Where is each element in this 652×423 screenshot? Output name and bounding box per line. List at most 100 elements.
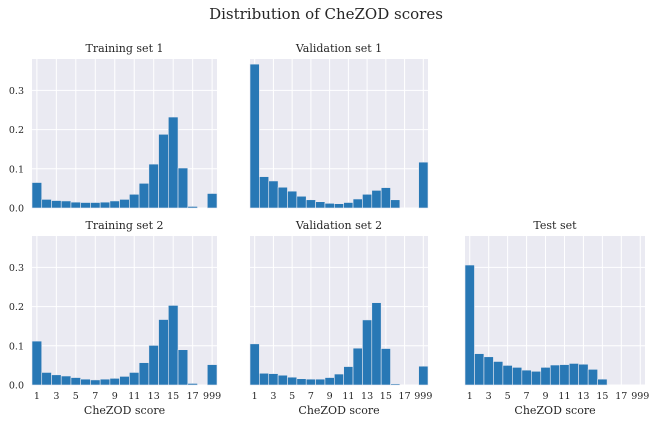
bar — [343, 202, 354, 209]
x-tick-label: 7 — [308, 391, 314, 402]
bar — [305, 378, 316, 386]
bar — [177, 349, 189, 386]
x-tick-label: 999 — [631, 391, 649, 402]
bar — [343, 366, 354, 386]
bar — [587, 369, 598, 386]
bar — [371, 302, 382, 386]
panel-1: 0.0 0.1 0.2 0.3 Training set 1 — [9, 42, 218, 215]
bar — [109, 200, 120, 209]
bar — [206, 193, 218, 209]
bar — [187, 383, 198, 386]
x-tick-label: 9 — [327, 391, 333, 402]
y-tick-label: 0.0 — [9, 381, 24, 392]
x-tick-label: 3 — [270, 391, 276, 402]
bar — [60, 200, 72, 209]
panel-background — [465, 236, 645, 385]
bar — [540, 367, 551, 386]
bar — [60, 375, 72, 386]
bar — [158, 319, 169, 386]
bar — [249, 343, 260, 386]
bar — [380, 187, 391, 209]
bar — [31, 340, 43, 386]
bar — [324, 377, 335, 386]
bar — [277, 186, 288, 209]
y-tick-label: 0.2 — [9, 125, 24, 136]
x-tick-label: 1 — [34, 391, 40, 402]
x-tick-label: 17 — [399, 391, 411, 402]
bar — [418, 365, 429, 386]
bar — [148, 163, 159, 209]
bar — [521, 369, 532, 386]
x-tick-label: 7 — [524, 391, 530, 402]
panel-background — [32, 59, 217, 208]
x-tick-label: 5 — [73, 391, 79, 402]
bar — [287, 190, 298, 209]
bar — [90, 379, 101, 386]
x-tick-label: 15 — [380, 391, 392, 402]
x-tick-label: 17 — [615, 391, 627, 402]
bar — [80, 378, 91, 386]
x-tick-label: 15 — [167, 391, 179, 402]
panel-background — [250, 59, 428, 208]
bar — [168, 116, 179, 209]
bar — [568, 363, 579, 386]
y-tick-label: 0.1 — [9, 164, 24, 175]
bar — [352, 198, 363, 209]
bar — [324, 202, 335, 209]
bar — [483, 356, 494, 386]
x-axis-label: CheZOD score — [84, 404, 165, 417]
bar — [129, 193, 140, 209]
bar — [362, 193, 373, 209]
bar — [268, 180, 279, 209]
x-tick-label: 13 — [361, 391, 373, 402]
x-tick-label: 999 — [414, 391, 432, 402]
x-tick-label: 11 — [342, 391, 354, 402]
x-tick-label: 11 — [558, 391, 570, 402]
panel-title: Validation set 2 — [295, 219, 382, 232]
bar — [138, 182, 150, 209]
bar — [352, 347, 363, 386]
bar — [119, 199, 130, 209]
x-tick-label: 11 — [128, 391, 140, 402]
bar — [512, 367, 523, 386]
bar — [158, 133, 169, 209]
y-tick-label: 0.1 — [9, 341, 24, 352]
bar — [109, 378, 120, 386]
bar — [129, 372, 140, 386]
bar — [531, 370, 542, 386]
bar — [138, 362, 150, 386]
x-axis-label: CheZOD score — [514, 404, 595, 417]
bar — [41, 372, 52, 386]
panel-title: Validation set 1 — [295, 42, 382, 55]
x-tick-label: 3 — [53, 391, 59, 402]
x-tick-label: 15 — [596, 391, 608, 402]
bar — [464, 264, 475, 386]
bar — [296, 378, 307, 386]
bar — [90, 202, 101, 209]
x-tick-label: 3 — [486, 391, 492, 402]
bar — [51, 200, 62, 209]
bar — [70, 377, 81, 386]
x-tick-label: 5 — [289, 391, 295, 402]
bar — [148, 345, 159, 386]
bar — [119, 376, 130, 386]
bar — [277, 374, 288, 386]
bar — [51, 374, 62, 386]
bar — [493, 361, 504, 386]
bar — [268, 373, 279, 386]
panel-title: Training set 1 — [86, 42, 164, 55]
bar — [259, 176, 270, 209]
bar — [390, 199, 401, 209]
x-tick-label: 9 — [543, 391, 549, 402]
bar — [380, 348, 391, 386]
bar — [177, 167, 189, 209]
x-tick-label: 13 — [577, 391, 589, 402]
bar — [99, 201, 111, 209]
bar — [187, 206, 198, 209]
bar — [334, 373, 344, 386]
bar — [334, 203, 344, 209]
bar — [31, 182, 43, 209]
